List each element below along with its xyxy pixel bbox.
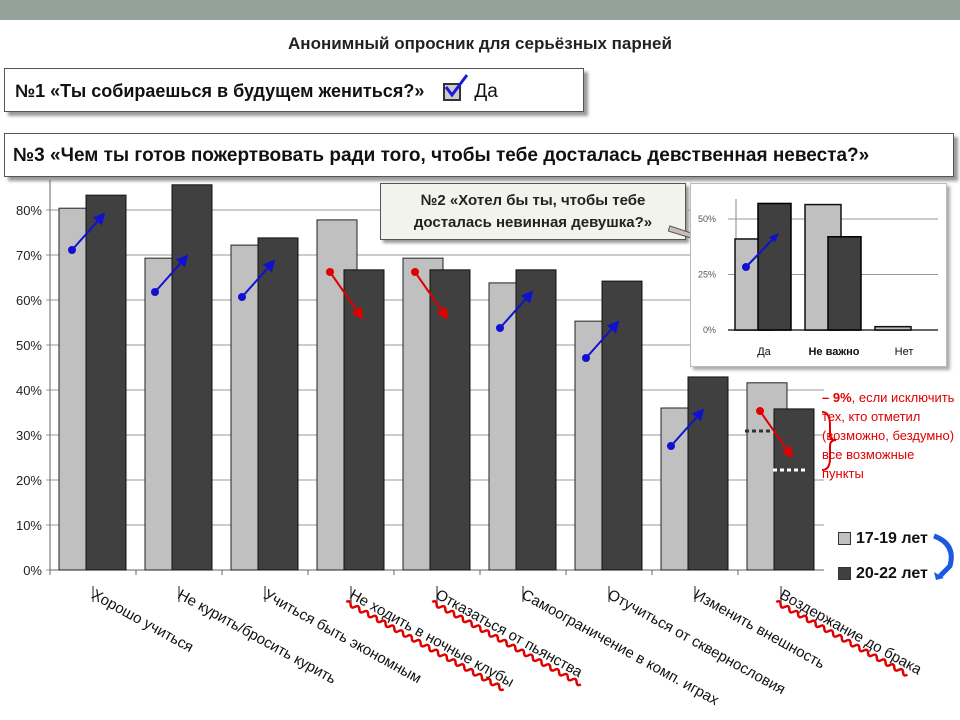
arrow-start-dot [667, 442, 675, 450]
bar-20-22 [687, 376, 729, 571]
up-arrow-icon [499, 290, 534, 329]
legend-label: 17-19 лет [856, 530, 928, 547]
question-3-text: №3 «Чем ты готов пожертвовать ради того,… [13, 145, 870, 166]
bar-20-22 [429, 269, 471, 571]
page-title: Анонимный опросник для серьёзных парней [288, 34, 672, 53]
question-1-box: №1 «Ты собираешься в будущем жениться?» … [4, 68, 584, 112]
bar-20-22 [171, 184, 213, 571]
callout-line-1: №2 «Хотел бы ты, чтобы тебе [420, 192, 646, 209]
y-tick-label: 40% [16, 383, 42, 398]
callout-line-2: досталась невинная девушка?» [413, 214, 653, 231]
bar-20-22 [601, 280, 643, 571]
inset-category-label: Да [757, 346, 771, 358]
inset-category-label: Нет [895, 346, 914, 358]
up-arrow-icon [154, 254, 189, 293]
legend-label: 20-22 лет [856, 565, 928, 582]
inset-category-label: Не важно [808, 346, 859, 358]
exclusion-note: – 9%, если исключить тех, кто отметил (в… [822, 388, 957, 483]
arrow-start-dot [742, 263, 750, 271]
category-label: Не ходить в ночные клубы [347, 586, 517, 691]
arrow-start-dot [238, 293, 246, 301]
y-tick-label: 30% [16, 428, 42, 443]
y-tick-label: 50% [16, 338, 42, 353]
bar-20-22 [515, 269, 557, 571]
up-arrow-icon [670, 408, 705, 447]
red-wavy-underline [345, 600, 505, 692]
legend-item-20-22: 20-22 лет [838, 565, 928, 583]
arrow-head [769, 233, 779, 242]
category-label: Не курить/бросить курить [175, 586, 339, 687]
question-1-text: №1 «Ты собираешься в будущем жениться?» [15, 81, 425, 101]
top-bar [0, 0, 960, 20]
category-label: Отказаться от пьянства [433, 586, 586, 681]
y-tick-label: 70% [16, 248, 42, 263]
arrow-start-dot [496, 324, 504, 332]
note-bold: – 9% [822, 390, 852, 405]
red-wavy-underline [775, 600, 909, 677]
bar-20-22 [773, 408, 815, 571]
checkbox-checked-icon [443, 74, 469, 102]
up-arrow-icon [585, 320, 620, 359]
y-tick-label: 60% [16, 293, 42, 308]
y-tick-label: 0% [703, 325, 716, 335]
down-arrow-icon [759, 410, 794, 459]
y-tick-label: 20% [16, 473, 42, 488]
legend-swatch [838, 567, 851, 581]
curved-arrow-icon [933, 533, 954, 580]
up-arrow-icon [745, 236, 776, 268]
red-brace-icon [821, 411, 837, 471]
y-tick-label: 0% [23, 563, 42, 578]
red-wavy-underline [431, 600, 582, 687]
down-arrow-icon [329, 271, 364, 320]
y-tick-label: 10% [16, 518, 42, 533]
arrow-start-dot [411, 268, 419, 276]
bar-20-22 [85, 194, 127, 571]
note-text: , если исключить тех, кто отметил (возмо… [822, 390, 955, 481]
category-label: Учиться быть экономным [261, 586, 424, 687]
down-arrow-icon [414, 271, 449, 320]
arrow-start-dot [756, 407, 764, 415]
arrow-start-dot [582, 354, 590, 362]
inset-bar-17-19 [874, 325, 912, 331]
inset-chart: 0% 25% 50% Да Не важно Нет [690, 183, 947, 367]
y-tick-label: 50% [698, 214, 716, 224]
legend-swatch [838, 532, 851, 546]
up-arrow-icon [241, 259, 276, 298]
inset-bar-20-22 [757, 202, 792, 331]
arrow-start-dot [326, 268, 334, 276]
question-2-callout: №2 «Хотел бы ты, чтобы тебе досталась не… [380, 183, 686, 240]
legend-item-17-19: 17-19 лет [838, 530, 928, 548]
question-1-answer: Да [474, 81, 498, 102]
y-tick-label: 25% [698, 270, 716, 280]
up-arrow-icon [71, 212, 106, 251]
bar-20-22 [343, 269, 385, 571]
arrow-start-dot [151, 288, 159, 296]
inset-bar-20-22 [827, 236, 862, 331]
category-label: Воздержание до брака [777, 586, 925, 679]
question-3-box: №3 «Чем ты готов пожертвовать ради того,… [4, 133, 954, 177]
arrow-start-dot [68, 246, 76, 254]
y-tick-label: 80% [16, 203, 42, 218]
bar-20-22 [257, 237, 299, 571]
